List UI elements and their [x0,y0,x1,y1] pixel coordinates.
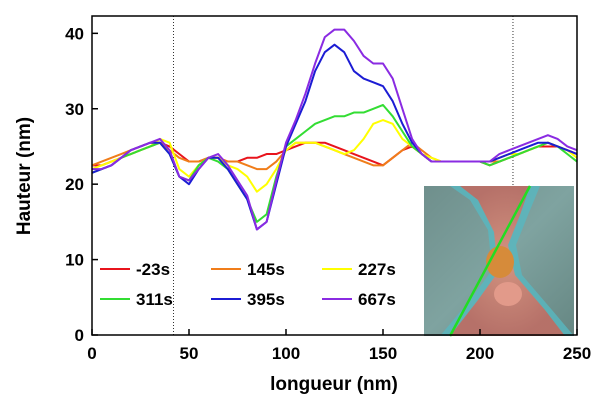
y-tick-label: 30 [65,100,84,119]
inset-image [424,185,574,337]
x-tick-label: 250 [563,344,591,363]
y-tick-label: 20 [65,175,84,194]
x-tick-label: 150 [369,344,397,363]
plot-frame [91,15,578,336]
plot-area [91,16,578,335]
legend-label: 145s [247,260,285,279]
series-line [92,28,578,231]
legend-label: -23s [136,260,170,279]
y-tick-label: 10 [65,251,84,270]
x-axis-label: longueur (nm) [270,374,398,395]
legend-label: 667s [358,290,396,309]
legend-label: 395s [247,290,285,309]
y-tick-label: 40 [65,24,84,43]
y-axis-label: Hauteur (nm) [14,117,35,235]
x-tick-label: 50 [180,344,199,363]
x-tick-label: 100 [272,344,300,363]
x-tick-label: 200 [466,344,494,363]
legend-label: 227s [358,260,396,279]
legend: -23s 145s 227s 311s 395s 667s [100,260,396,309]
x-tick-label: 0 [87,344,96,363]
y-tick-label: 0 [75,326,84,345]
legend-label: 311s [136,290,173,309]
